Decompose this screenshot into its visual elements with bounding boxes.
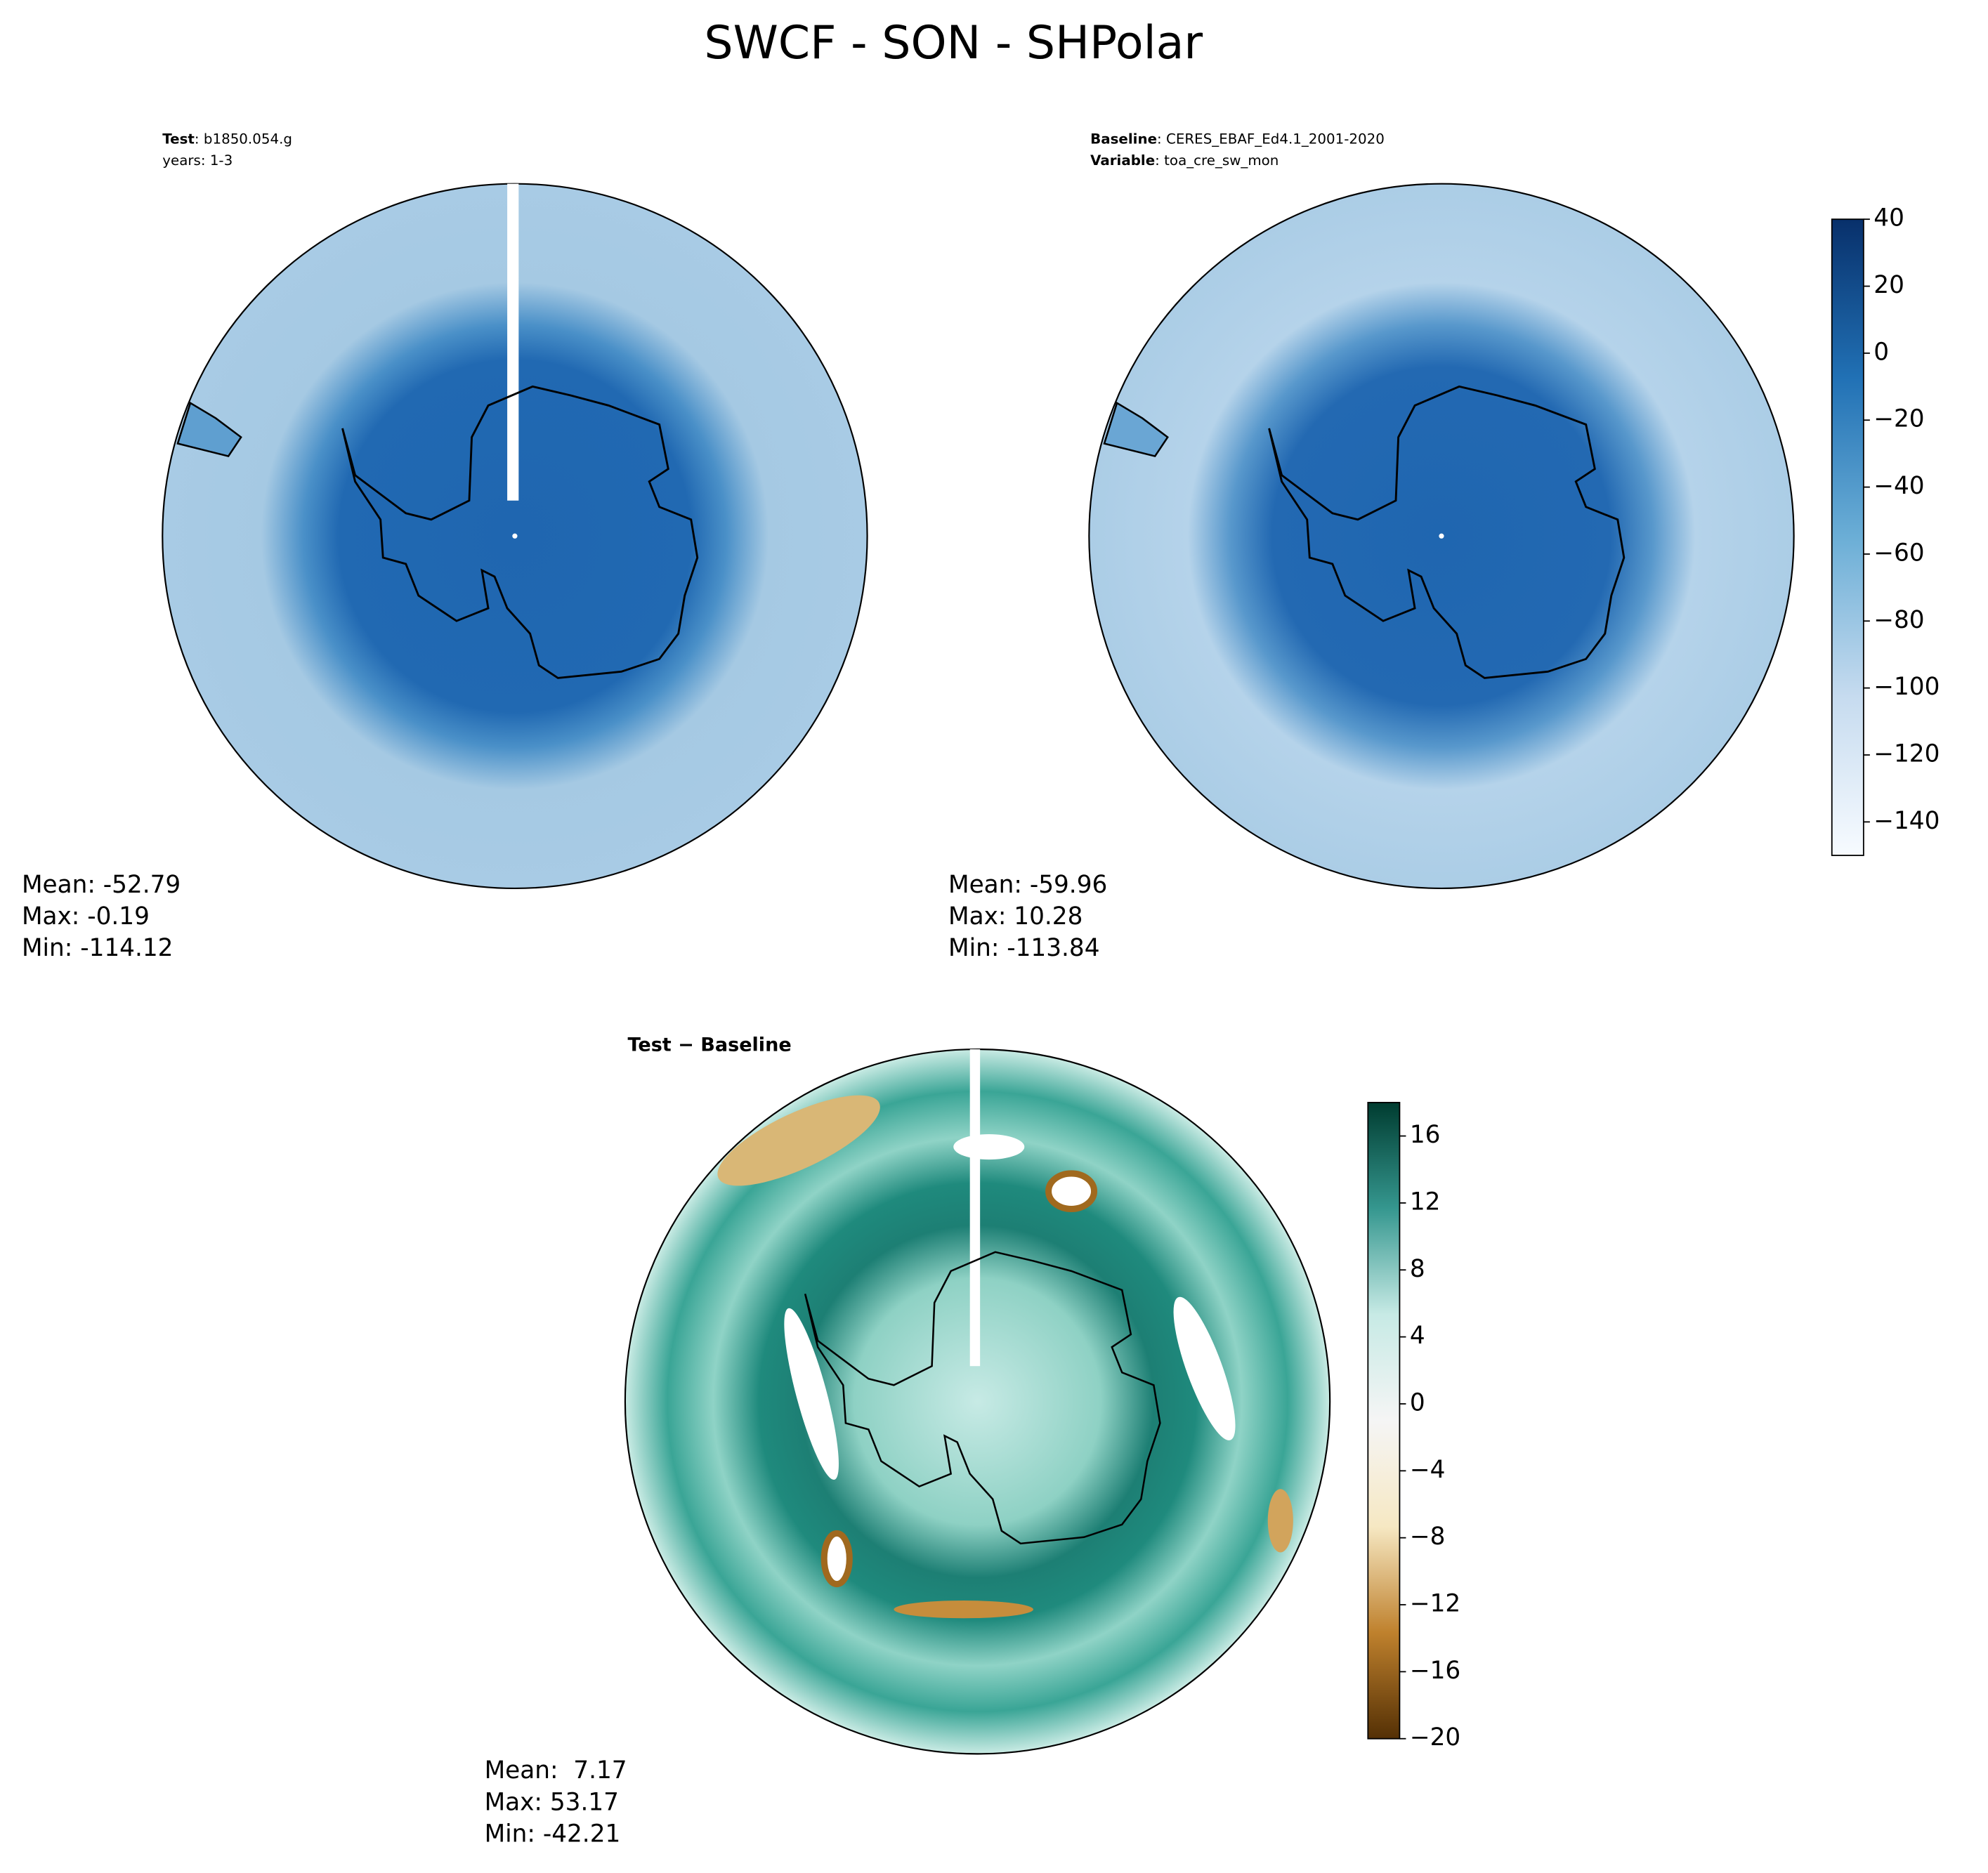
colorbar-tick-label: 8 <box>1410 1255 1425 1283</box>
colorbar <box>1831 218 1864 856</box>
map-baseline <box>1088 183 1795 890</box>
colorbar-tick-label: −100 <box>1873 673 1940 701</box>
colorbar-tick-label: −20 <box>1873 405 1924 433</box>
label-value: : b1850.054.g <box>195 131 292 147</box>
stat-text: Max: 53.17 <box>485 1788 619 1816</box>
colorbar-tick-label: 0 <box>1410 1388 1425 1417</box>
panel-label: Test − Baseline <box>628 1034 792 1056</box>
label-value: : toa_cre_sw_mon <box>1155 152 1279 169</box>
map-difference <box>624 1049 1331 1755</box>
panel-label: years: 1-3 <box>162 152 233 169</box>
map-test <box>162 183 868 890</box>
stat-text: Min: -113.84 <box>948 934 1100 962</box>
colorbar-tick-label: −40 <box>1873 472 1924 500</box>
colorbar-tick-label: −8 <box>1410 1523 1446 1551</box>
colorbar <box>1367 1101 1401 1740</box>
colorbar-tick-label: −16 <box>1410 1657 1460 1685</box>
panel-texts: Test: b1850.054.g years: 1-3 Mean: -52.79 M… <box>22 131 1385 1848</box>
panel-label: Variable: toa_cre_sw_mon <box>1090 152 1279 169</box>
label-key: Test − Baseline <box>628 1034 792 1056</box>
colorbar-tick-label: 16 <box>1410 1121 1441 1149</box>
colorbar-tick-label: 12 <box>1410 1188 1441 1216</box>
colorbar-tick-label: 4 <box>1410 1322 1425 1350</box>
stat-text: Min: -42.21 <box>485 1820 621 1848</box>
colorbar-tick-label: 40 <box>1873 204 1904 232</box>
stat-text: Mean: 7.17 <box>485 1756 627 1785</box>
colorbar-tick-label: −12 <box>1410 1590 1460 1618</box>
label-key: Test <box>162 131 195 147</box>
colorbar-tick-label: −120 <box>1873 740 1940 768</box>
stat-text: Mean: -52.79 <box>22 871 181 899</box>
label-key: Baseline <box>1090 131 1157 147</box>
stat-text: Min: -114.12 <box>22 934 174 962</box>
stat-text: Mean: -59.96 <box>948 871 1107 899</box>
stat-text: Max: 10.28 <box>948 902 1083 931</box>
panel-label: Test: b1850.054.g <box>162 131 292 147</box>
colorbar-tick-label: 20 <box>1873 271 1904 299</box>
stat-text: Max: -0.19 <box>22 902 150 931</box>
colorbar-tick-label: −140 <box>1873 807 1940 835</box>
panel-label: Baseline: CERES_EBAF_Ed4.1_2001-2020 <box>1090 131 1385 147</box>
colorbars: 40200−20−40−60−80−100−120−1401612840−4−8… <box>1367 204 1940 1752</box>
colorbar-tick-label: −80 <box>1873 606 1924 634</box>
label-key: Variable <box>1090 152 1155 169</box>
colorbar-tick-label: −60 <box>1873 539 1924 567</box>
colorbar-tick-label: 0 <box>1873 338 1889 366</box>
figure-title: SWCF - SON - SHPolar <box>704 17 1203 70</box>
colorbar-tick-label: −4 <box>1410 1456 1446 1484</box>
label-value: : CERES_EBAF_Ed4.1_2001-2020 <box>1157 131 1385 147</box>
colorbar-tick-label: −20 <box>1410 1723 1460 1752</box>
label-value: years: 1-3 <box>162 152 233 169</box>
